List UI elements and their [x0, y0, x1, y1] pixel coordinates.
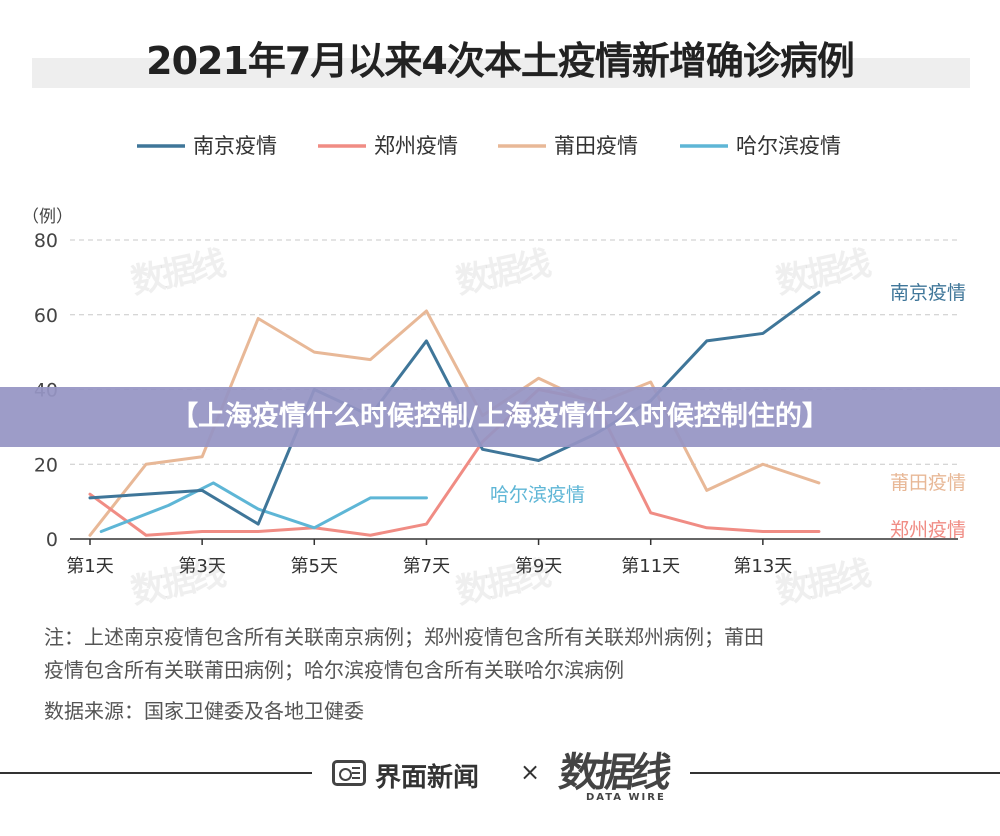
legend-label: 哈尔滨疫情: [736, 134, 841, 158]
x-tick-label: 第9天: [515, 556, 562, 577]
jiemian-logo-icon: [332, 760, 366, 786]
datawire-logo: 数据线: [556, 750, 671, 796]
footer-divider-right: [690, 772, 1000, 774]
y-tick-label: 0: [46, 529, 58, 551]
banner-text: 【上海疫情什么时候控制/上海疫情什么时候控制住的】: [171, 401, 829, 432]
series-end-label: 南京疫情: [890, 282, 966, 304]
x-tick-label: 第13天: [733, 556, 792, 577]
series-end-label: 莆田疫情: [890, 472, 966, 494]
legend-label: 南京疫情: [193, 134, 277, 158]
legend-label: 莆田疫情: [554, 134, 638, 158]
y-tick-label: 60: [34, 305, 58, 327]
source-line: 数据来源：国家卫健委及各地卫健委: [44, 699, 364, 723]
line-chart: 020406080（例）第1天第3天第5天第7天第9天第11天第13天南京疫情莆…: [22, 134, 966, 577]
x-tick-label: 第7天: [403, 556, 450, 577]
datawire-logo-sub: DATA WIRE: [586, 792, 666, 803]
footer-divider-left: [0, 772, 312, 774]
x-tick-label: 第3天: [178, 556, 225, 577]
collab-times: ×: [520, 758, 541, 786]
series-line: [88, 388, 821, 537]
x-tick-label: 第11天: [621, 556, 680, 577]
jiemian-brand: 界面新闻: [375, 763, 480, 793]
title-banner: 【上海疫情什么时候控制/上海疫情什么时候控制住的】: [0, 387, 1000, 447]
note-line-1: 注：上述南京疫情包含所有关联南京病例；郑州疫情包含所有关联郑州病例；莆田: [44, 625, 764, 649]
series-end-label: 哈尔滨疫情: [490, 484, 585, 506]
y-tick-label: 20: [34, 454, 58, 476]
y-axis-label: （例）: [22, 207, 73, 227]
legend-label: 郑州疫情: [374, 134, 458, 158]
y-tick-label: 80: [34, 230, 58, 252]
chart-title: 2021年7月以来4次本土疫情新增确诊病例: [146, 39, 855, 83]
series-line: [99, 481, 428, 534]
series-end-label: 郑州疫情: [890, 519, 966, 541]
title-band: [32, 58, 970, 88]
x-tick-label: 第1天: [66, 556, 113, 577]
x-tick-label: 第5天: [291, 556, 338, 577]
note-line-2: 疫情包含所有关联莆田病例；哈尔滨疫情包含所有关联哈尔滨病例: [44, 658, 624, 682]
